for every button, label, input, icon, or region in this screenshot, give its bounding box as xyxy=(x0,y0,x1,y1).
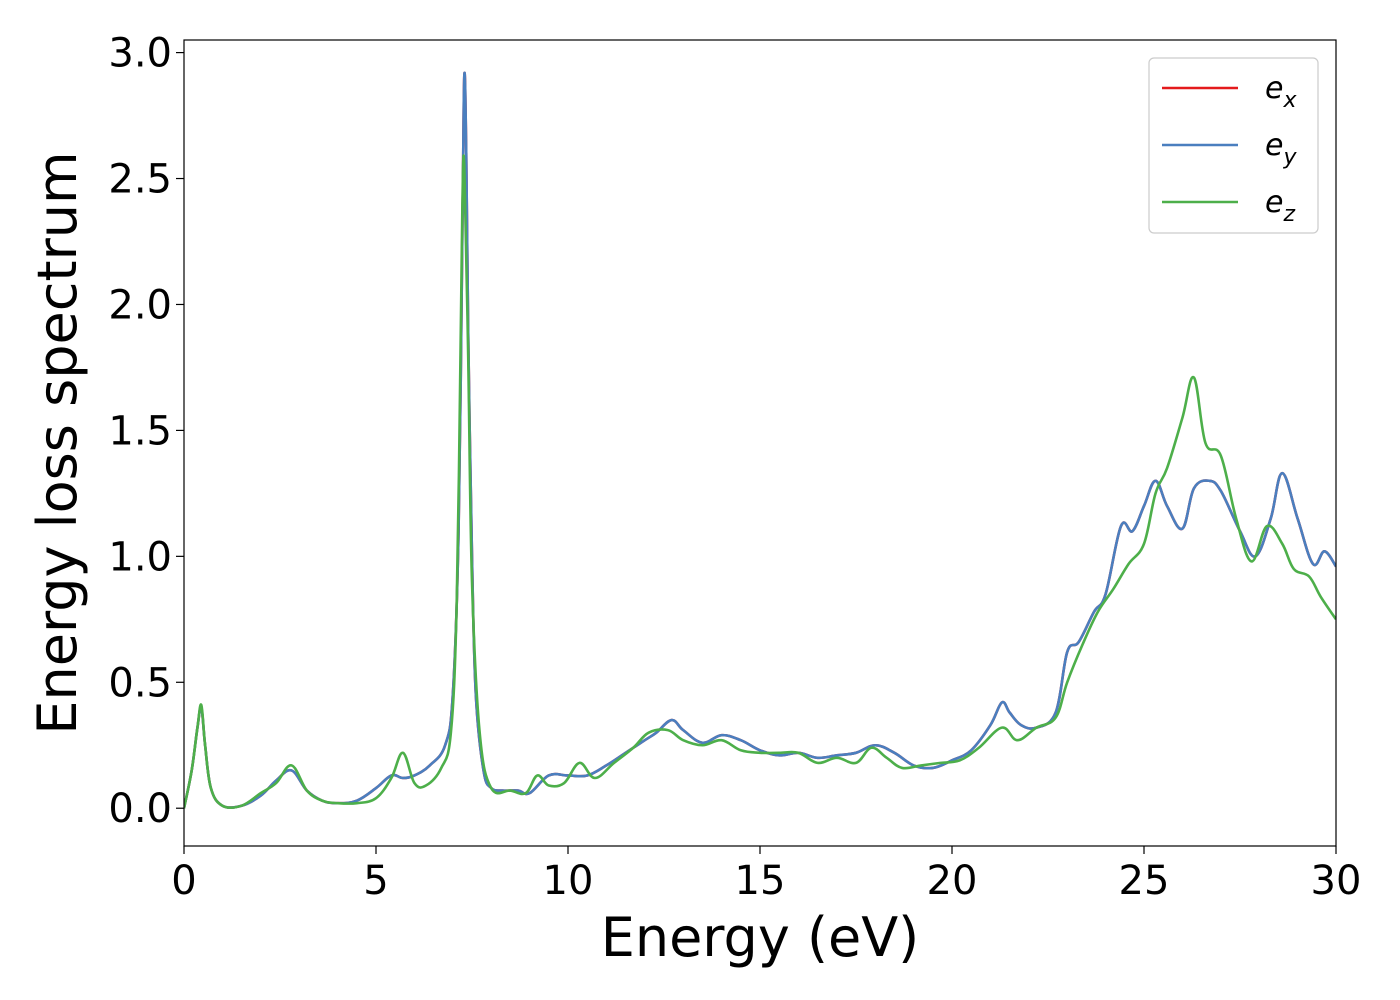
y-tick-label: 3.0 xyxy=(108,31,172,77)
x-tick-label: 25 xyxy=(1119,858,1170,904)
legend-label-x: ex xyxy=(1265,71,1297,113)
y-tick-label: 2.5 xyxy=(108,157,172,203)
y-tick-label: 2.0 xyxy=(108,282,172,328)
x-tick-label: 0 xyxy=(171,858,196,904)
series-line-z xyxy=(184,154,1336,810)
legend-label-z: ez xyxy=(1265,185,1295,227)
series-line-y xyxy=(184,71,1336,809)
legend: ex ey ez xyxy=(1148,57,1319,234)
legend-label-y: ey xyxy=(1265,128,1297,170)
y-tick-label: 1.5 xyxy=(108,408,172,454)
series-layer xyxy=(184,71,1336,810)
plot-background xyxy=(184,40,1336,846)
y-tick-label: 0.0 xyxy=(108,786,172,832)
y-tick-label: 0.5 xyxy=(108,660,172,706)
x-tick-label: 30 xyxy=(1311,858,1362,904)
x-tick-label: 20 xyxy=(927,858,978,904)
y-tick-label: 1.0 xyxy=(108,534,172,580)
x-axis-label: Energy (eV) xyxy=(601,906,920,969)
x-tick-label: 15 xyxy=(735,858,786,904)
x-tick-label: 5 xyxy=(363,858,388,904)
y-axis-label: Energy loss spectrum xyxy=(26,151,89,734)
y-axis-ticks: 0.0 0.5 1.0 1.5 2.0 2.5 3.0 xyxy=(108,31,184,832)
x-axis-ticks: 0 5 10 15 20 25 30 xyxy=(171,846,1361,904)
x-tick-label: 10 xyxy=(543,858,594,904)
